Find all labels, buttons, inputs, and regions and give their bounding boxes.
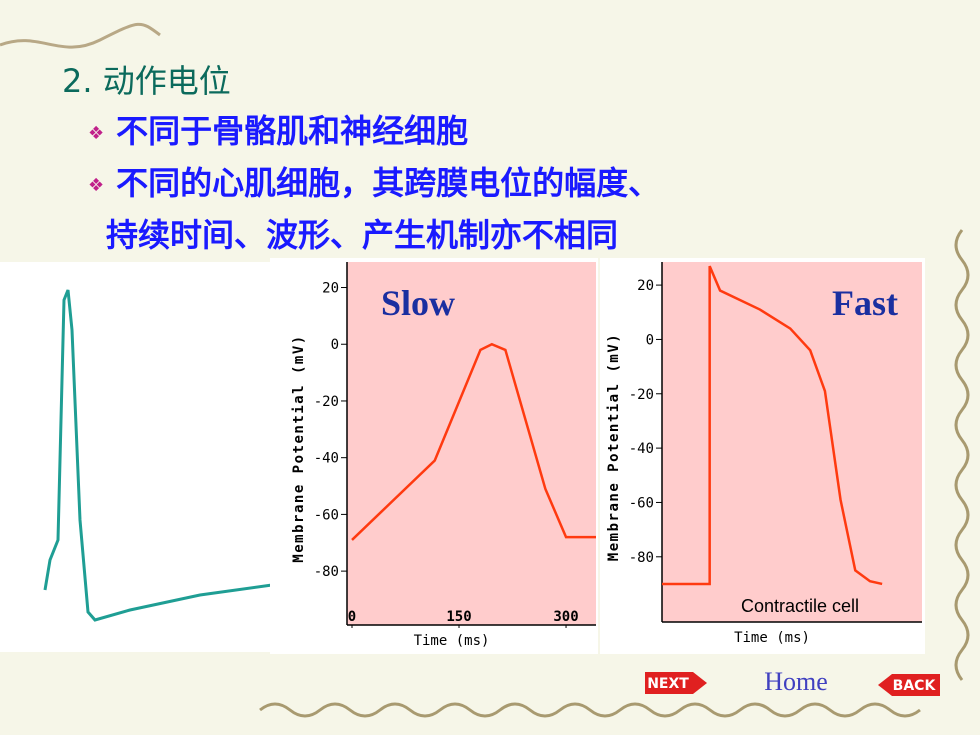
- y-tick-label: -80: [629, 550, 654, 566]
- y-axis-label: Membrane Potential (mV): [291, 334, 307, 562]
- back-button[interactable]: BACK: [878, 674, 940, 696]
- y-tick-label: -40: [629, 441, 654, 457]
- bullet-text: 不同的心肌细胞，其跨膜电位的幅度、: [116, 164, 661, 202]
- home-link[interactable]: Home: [764, 667, 828, 696]
- y-axis-label: Membrane Potential (mV): [606, 333, 622, 561]
- plot-area: [347, 262, 596, 625]
- x-axis-label: Time (ms): [734, 630, 810, 646]
- bullet: 持续时间、波形、产生机制亦不相同: [106, 210, 618, 256]
- y-tick-label: -20: [629, 387, 654, 403]
- x-axis-label: Time (ms): [414, 633, 490, 649]
- bullet: ❖ 不同于骨骼肌和神经细胞: [88, 112, 469, 150]
- plot-area: [662, 262, 922, 622]
- y-tick-label: -60: [629, 495, 654, 511]
- chart-title: Fast: [832, 283, 898, 323]
- annotation: Contractile cell: [741, 596, 859, 616]
- x-tick-label: 150: [446, 609, 471, 625]
- next-button[interactable]: NEXT: [645, 672, 707, 694]
- line: [351, 342, 596, 541]
- vine: [954, 229, 970, 681]
- y-tick-label: 0: [331, 337, 339, 353]
- panel: [0, 262, 272, 652]
- vine: [259, 702, 921, 718]
- vine: [0, 22, 161, 49]
- y-tick-label: -40: [314, 451, 339, 467]
- y-tick-label: 0: [646, 332, 654, 348]
- bullet-text: 不同于骨骼肌和神经细胞: [116, 112, 469, 150]
- x-tick-label: 0: [348, 609, 356, 625]
- bullet-text: 持续时间、波形、产生机制亦不相同: [106, 216, 619, 254]
- line: [662, 265, 883, 586]
- y-tick-label: 20: [637, 278, 654, 294]
- y-tick-label: -60: [314, 507, 339, 523]
- action-potential-curve: [43, 289, 273, 622]
- next-label[interactable]: NEXT: [647, 676, 689, 692]
- chart-title: Slow: [381, 283, 455, 323]
- y-tick-label: -20: [314, 394, 339, 410]
- back-label[interactable]: BACK: [893, 678, 937, 694]
- y-tick-label: 20: [322, 281, 339, 297]
- charts: 20 0 -20 -40 -60 -80 0 150 300 Time (ms) Membrane …: [291, 262, 922, 649]
- bullet: ❖ 不同的心肌细胞，其跨膜电位的幅度、: [88, 164, 661, 202]
- y-tick-label: -80: [314, 564, 339, 580]
- x-tick-label: 300: [553, 609, 578, 625]
- slide-title: 2. 动作电位: [62, 62, 231, 100]
